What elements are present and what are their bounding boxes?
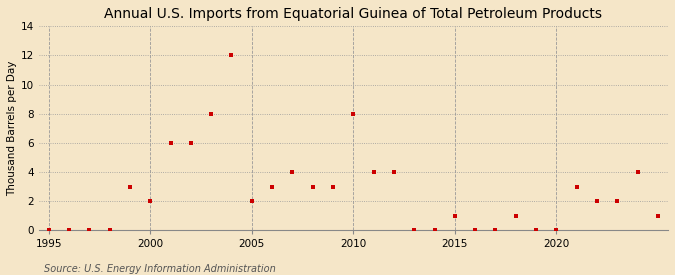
Point	[43, 228, 54, 233]
Point	[510, 214, 521, 218]
Point	[571, 185, 582, 189]
Point	[327, 185, 338, 189]
Text: Source: U.S. Energy Information Administration: Source: U.S. Energy Information Administ…	[44, 264, 275, 274]
Point	[307, 185, 318, 189]
Point	[186, 141, 196, 145]
Point	[551, 228, 562, 233]
Title: Annual U.S. Imports from Equatorial Guinea of Total Petroleum Products: Annual U.S. Imports from Equatorial Guin…	[105, 7, 602, 21]
Point	[165, 141, 176, 145]
Point	[104, 228, 115, 233]
Point	[63, 228, 74, 233]
Point	[531, 228, 541, 233]
Point	[632, 170, 643, 174]
Point	[226, 53, 237, 58]
Point	[124, 185, 135, 189]
Point	[246, 199, 257, 204]
Point	[145, 199, 156, 204]
Point	[429, 228, 440, 233]
Point	[409, 228, 420, 233]
Point	[267, 185, 277, 189]
Point	[368, 170, 379, 174]
Point	[470, 228, 481, 233]
Point	[206, 112, 217, 116]
Point	[653, 214, 664, 218]
Point	[84, 228, 95, 233]
Point	[348, 112, 358, 116]
Point	[287, 170, 298, 174]
Point	[389, 170, 400, 174]
Point	[612, 199, 622, 204]
Point	[591, 199, 602, 204]
Y-axis label: Thousand Barrels per Day: Thousand Barrels per Day	[7, 61, 17, 196]
Point	[450, 214, 460, 218]
Point	[490, 228, 501, 233]
